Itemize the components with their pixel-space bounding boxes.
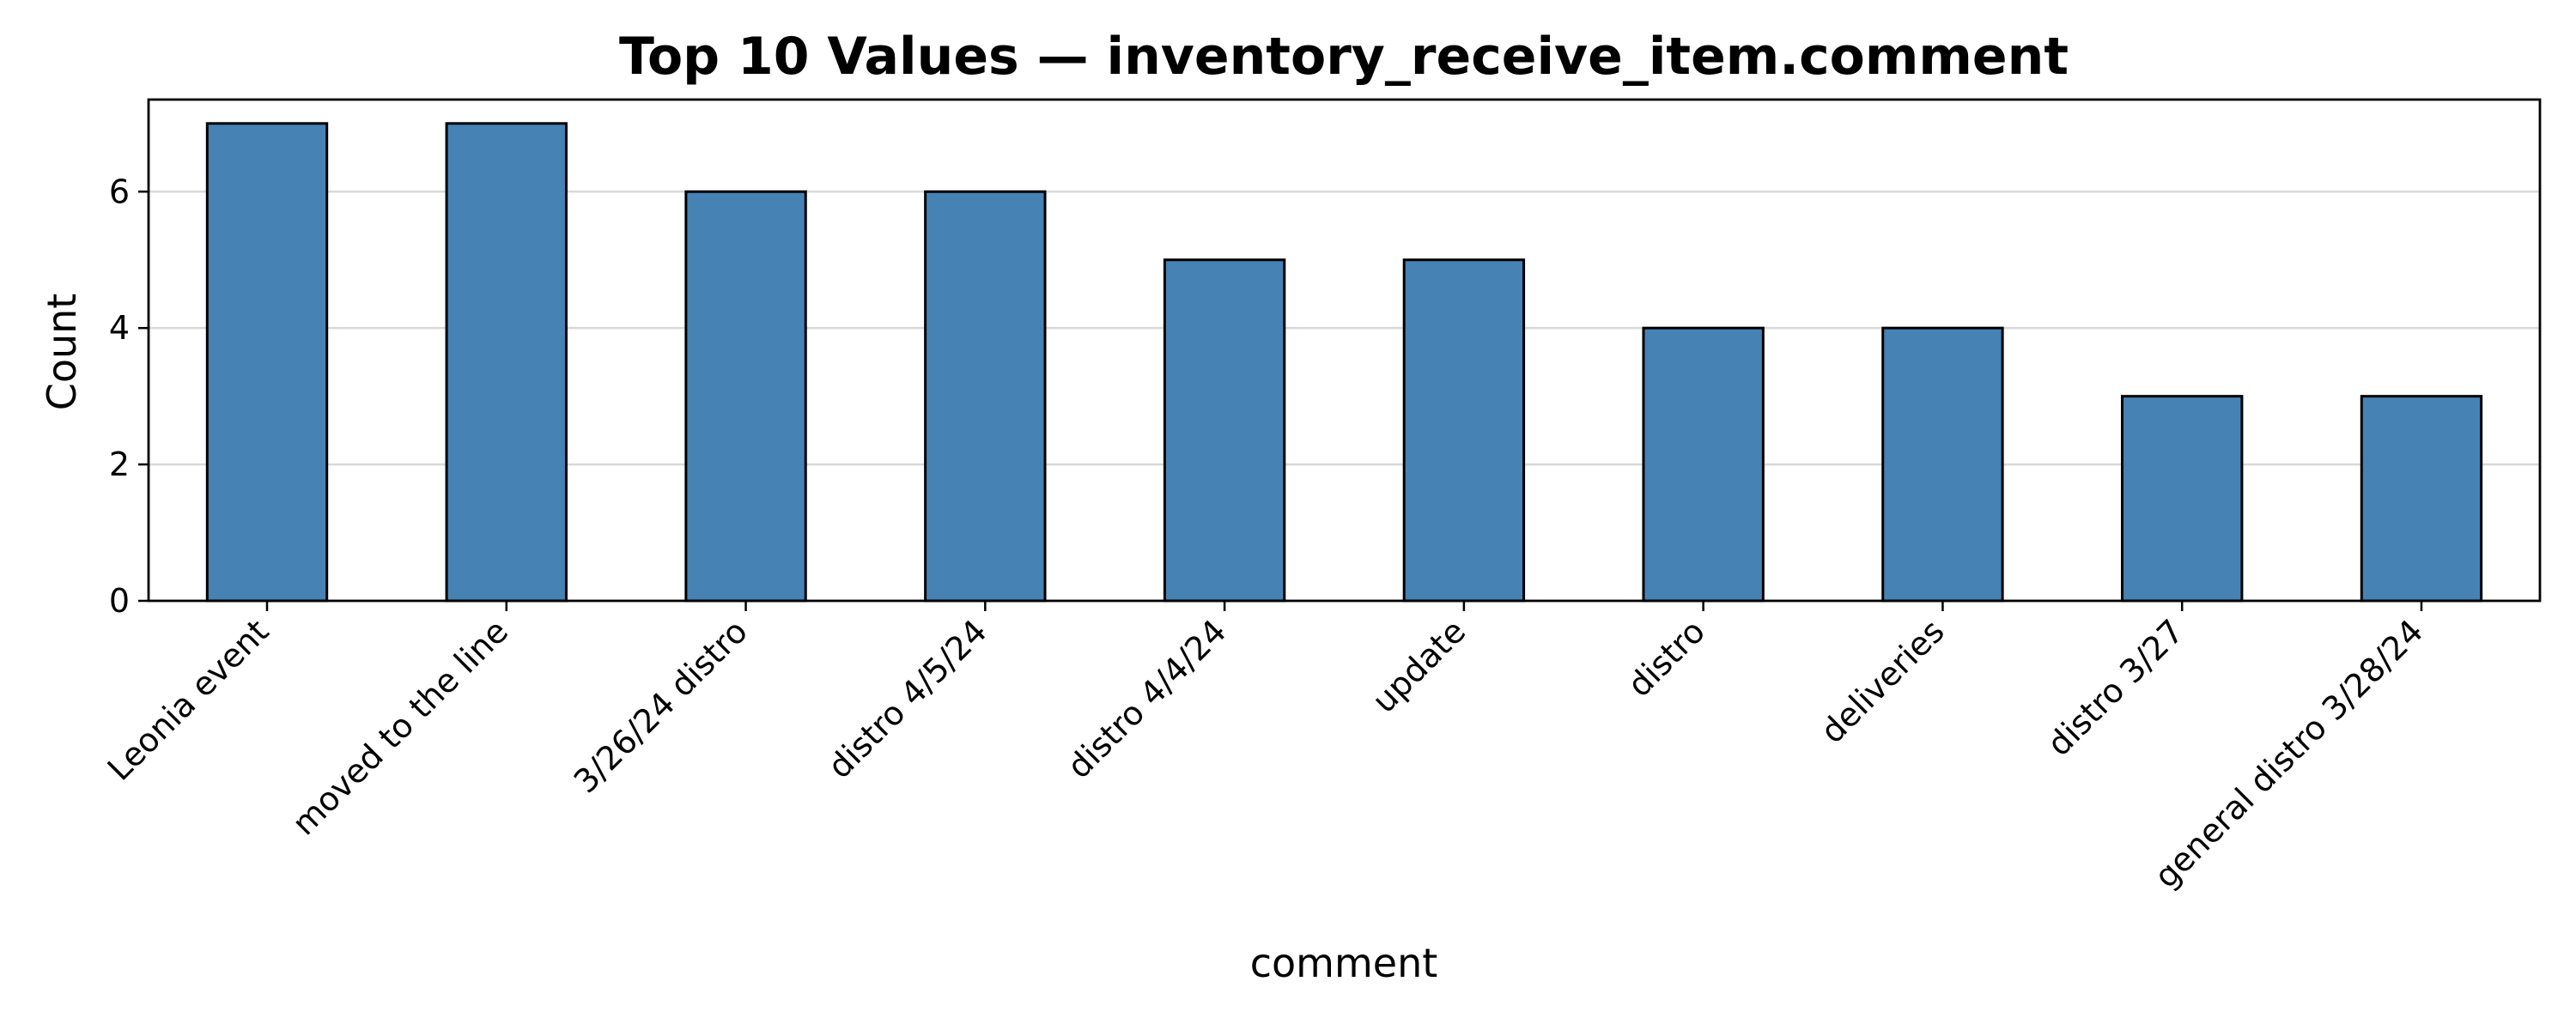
bar <box>684 190 807 603</box>
x-axis-label: comment <box>1250 940 1438 986</box>
y-tick-label: 4 <box>109 309 130 347</box>
y-tick-label: 6 <box>109 173 130 210</box>
bar <box>1163 258 1286 603</box>
bar <box>205 122 329 603</box>
bar <box>2360 395 2483 603</box>
chart-title: Top 10 Values — inventory_receive_item.c… <box>619 27 2069 87</box>
y-tick-label: 2 <box>109 445 130 483</box>
bars <box>205 122 2483 603</box>
y-tick-label: 0 <box>109 582 130 620</box>
plot-frame <box>147 98 2542 603</box>
bar <box>924 190 1047 603</box>
bar <box>1881 326 2004 603</box>
bar <box>1402 258 1526 603</box>
y-axis-label: Count <box>39 294 85 411</box>
bar <box>445 122 568 603</box>
bar <box>1642 326 1765 603</box>
y-axis: 0 2 4 6 <box>109 173 149 620</box>
bar <box>2121 395 2244 603</box>
